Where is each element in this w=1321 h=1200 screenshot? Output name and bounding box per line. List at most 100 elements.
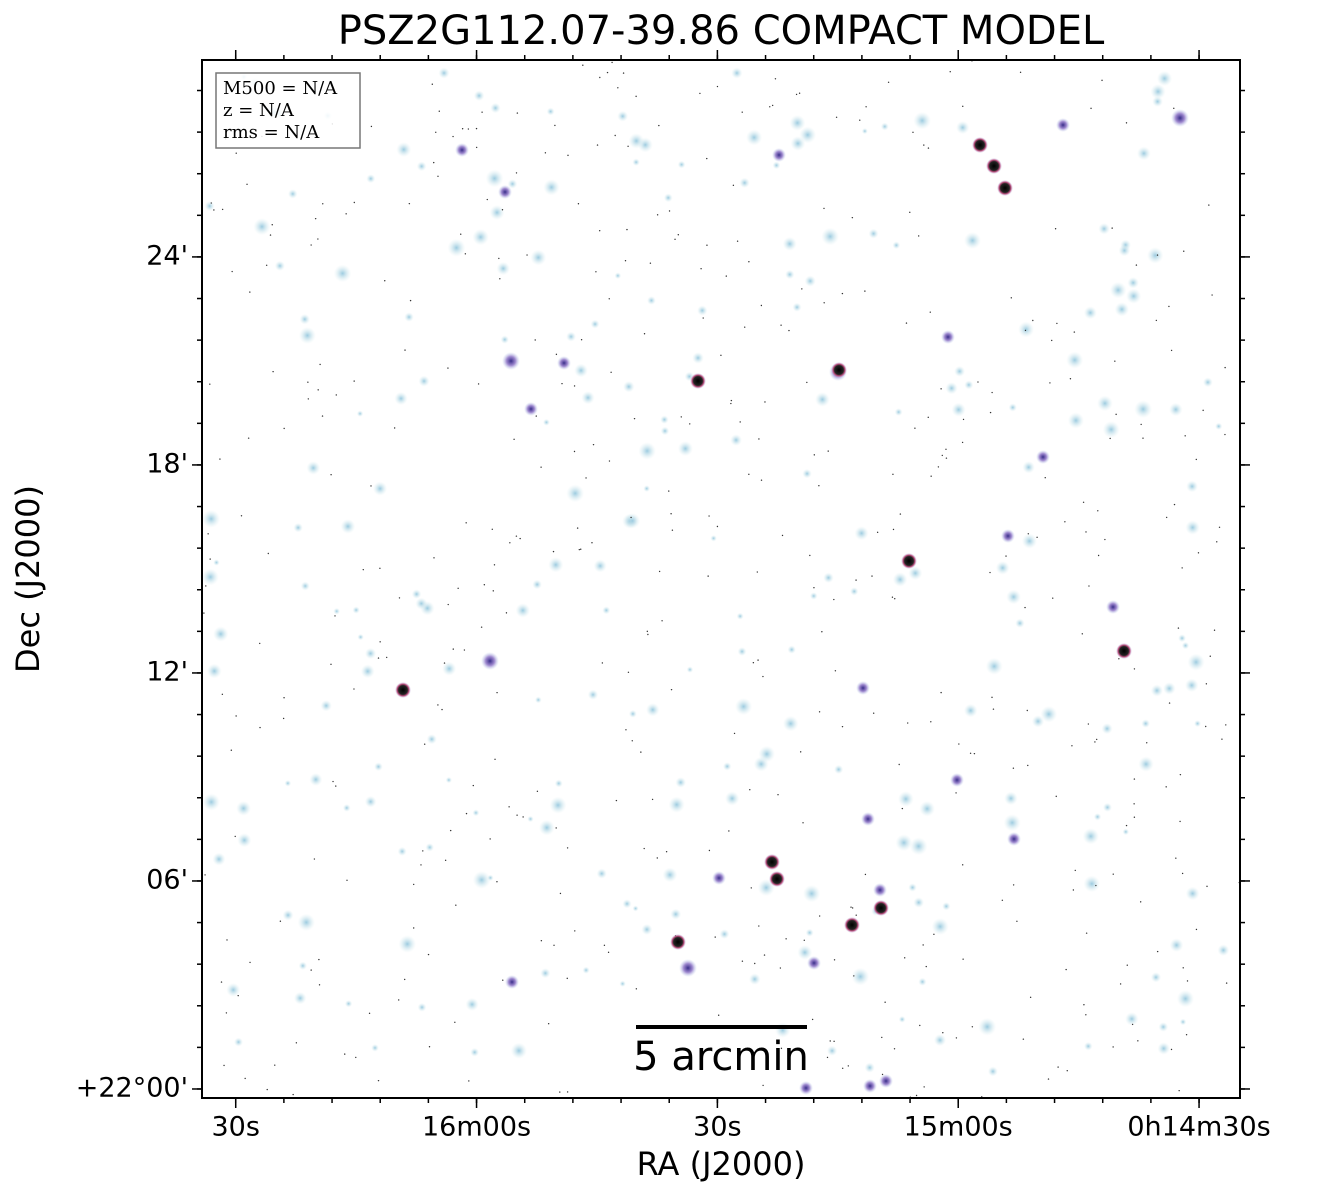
faint-source <box>1018 321 1035 338</box>
noise-dot <box>827 450 829 452</box>
plot-frame <box>201 59 1241 1099</box>
source <box>498 185 512 199</box>
faint-source <box>360 664 375 679</box>
source <box>873 883 887 897</box>
faint-source <box>1015 618 1025 628</box>
noise-dot <box>603 944 606 947</box>
faint-source <box>854 526 869 541</box>
noise-dot <box>266 1088 268 1091</box>
noise-dot <box>919 1024 921 1027</box>
faint-source <box>623 380 635 393</box>
source <box>1106 600 1120 614</box>
noise-dot <box>1135 264 1138 266</box>
faint-source <box>540 968 551 979</box>
noise-dot <box>834 670 837 672</box>
noise-dot <box>864 873 867 876</box>
noise-dot <box>699 92 701 95</box>
faint-source <box>372 481 388 496</box>
faint-source <box>617 110 629 122</box>
faint-source <box>465 997 479 1011</box>
noise-dot <box>884 1001 886 1003</box>
faint-source <box>490 102 501 114</box>
noise-dot <box>452 135 454 138</box>
faint-source <box>274 260 286 271</box>
noise-dot <box>599 76 601 79</box>
noise-dot <box>467 128 470 130</box>
noise-dot <box>785 938 787 940</box>
noise-dot <box>811 1018 814 1021</box>
noise-dot <box>1119 983 1122 985</box>
faint-source <box>282 909 294 921</box>
faint-source <box>1097 395 1113 412</box>
faint-source <box>734 697 753 716</box>
faint-source <box>306 461 321 475</box>
noise-dot <box>829 1040 831 1042</box>
noise-dot <box>205 585 207 587</box>
noise-dot <box>971 1026 974 1028</box>
noise-dot <box>592 443 595 446</box>
noise-dot <box>940 388 942 390</box>
noise-dot <box>799 751 802 753</box>
faint-source <box>963 232 982 250</box>
noise-dot <box>463 649 466 651</box>
faint-source <box>675 777 687 788</box>
faint-source <box>995 561 1010 575</box>
noise-dot <box>923 1086 925 1088</box>
faint-source <box>731 67 743 79</box>
noise-dot <box>802 822 804 824</box>
noise-dot <box>907 722 909 724</box>
faint-source <box>1083 306 1097 320</box>
faint-source <box>202 568 219 586</box>
noise-dot <box>1012 884 1015 886</box>
faint-source <box>394 391 408 406</box>
faint-source <box>356 410 364 417</box>
noise-dot <box>617 87 619 89</box>
noise-dot <box>1133 778 1136 780</box>
noise-dot <box>917 235 920 237</box>
faint-source <box>1146 247 1164 264</box>
noise-dot <box>555 827 557 829</box>
noise-dot <box>307 398 310 400</box>
noise-dot <box>1065 968 1067 971</box>
faint-source <box>1185 520 1200 535</box>
noise-dot <box>1208 204 1210 206</box>
faint-source <box>638 442 656 460</box>
noise-dot <box>927 147 930 149</box>
faint-source <box>919 800 935 817</box>
noise-dot <box>702 317 704 319</box>
noise-dot <box>1177 627 1180 629</box>
faint-source <box>1102 802 1112 812</box>
noise-dot <box>582 64 584 66</box>
noise-dot <box>461 128 464 130</box>
noise-dot <box>841 292 844 295</box>
noise-dot <box>353 688 355 690</box>
faint-source <box>851 967 870 986</box>
faint-source <box>668 796 685 813</box>
bright-source <box>764 854 780 870</box>
noise-dot <box>292 1093 294 1096</box>
noise-dot <box>708 515 710 517</box>
noise-dot <box>760 304 763 307</box>
bright-source <box>844 917 860 933</box>
faint-source <box>398 935 417 953</box>
faint-source <box>288 189 298 199</box>
noise-dot <box>942 1032 944 1034</box>
noise-dot <box>353 380 355 382</box>
noise-dot <box>1181 567 1183 569</box>
noise-dot <box>841 1067 844 1069</box>
noise-dot <box>730 402 732 405</box>
y-axis-label: Dec (J2000) <box>9 485 47 673</box>
noise-dot <box>203 612 205 614</box>
noise-dot <box>483 584 486 586</box>
noise-dot <box>1142 437 1144 439</box>
noise-dot <box>1027 533 1030 535</box>
faint-source <box>987 1066 998 1077</box>
noise-dot <box>385 656 388 659</box>
faint-source <box>660 426 670 436</box>
faint-source <box>802 884 821 903</box>
faint-source <box>1006 589 1021 605</box>
faint-source <box>614 272 622 280</box>
noise-dot <box>1139 901 1142 903</box>
noise-dot <box>230 749 233 751</box>
